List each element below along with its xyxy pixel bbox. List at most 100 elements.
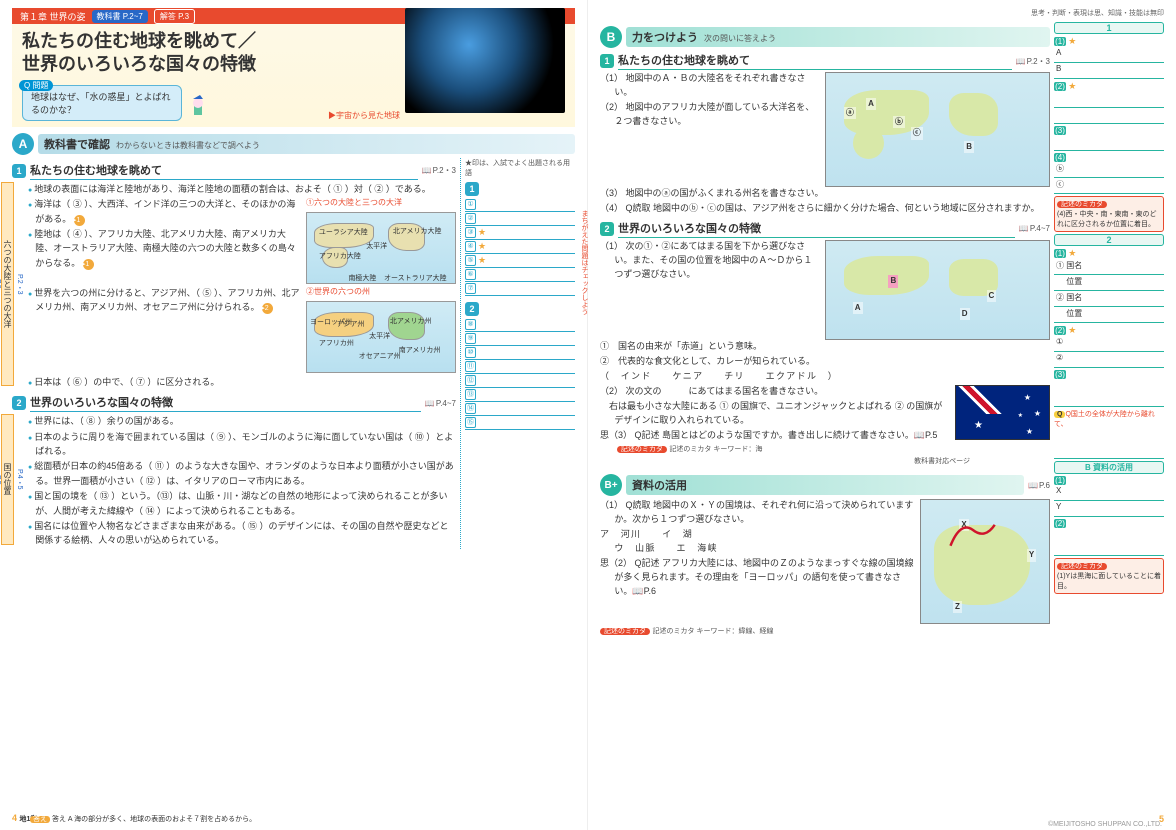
answer-line[interactable]: ② 国名 xyxy=(1054,291,1164,307)
answer-line[interactable]: ⑬ xyxy=(465,388,575,402)
body-text: 国と国の境を（ ⑬ ）という。（⑬）は、山脈・川・湖などの自然の地形によって決め… xyxy=(28,489,456,518)
body-text: 国名には位置や人物名などさまざまな由来がある。（ ⑮ ）のデザインには、その国の… xyxy=(28,519,456,548)
ans-header: ★印は、入試でよく出題される用語 xyxy=(465,158,575,178)
r-ans-item: (1) xyxy=(1054,476,1164,485)
answer-line[interactable]: ⓒ xyxy=(1054,178,1164,194)
ans-sec: 2 xyxy=(465,302,479,316)
answer-line[interactable]: ⑤★ xyxy=(465,254,575,268)
side-strip-2: P.4・5 国の位置 P.5 面積 P.6 国境 P.6・7 国名・国旗 xyxy=(12,414,24,549)
hint-text: QQ国土の全体が大陸から離れて、 xyxy=(1054,409,1164,429)
bp-questions: X Y Z （1） Q読取 地図中のＸ・Ｙの国境は、それぞれ何に沿って決められて… xyxy=(600,499,1050,638)
section-bp-header: B+ 資料の活用 P.6 xyxy=(600,474,1050,496)
q-tag: Q 問題 xyxy=(19,80,53,91)
answer-line[interactable]: ② xyxy=(1054,352,1164,368)
answer-line[interactable]: ② xyxy=(465,212,575,226)
section-b-title: 力をつけよう次の問いに答えよう xyxy=(626,27,1050,47)
sub1-num: 1 xyxy=(12,164,26,178)
r-ans-item: (4) xyxy=(1054,153,1164,162)
r-ans-sec-2: 2 xyxy=(1054,234,1164,246)
answer-line[interactable]: ⑦ xyxy=(465,282,575,296)
answer-line[interactable] xyxy=(1054,92,1164,108)
answer-line[interactable]: A xyxy=(1054,47,1164,63)
map2-title: ②世界の六つの州 xyxy=(306,286,456,299)
australia-flag: ★ ★ ★ ★ ★ xyxy=(955,385,1050,440)
answer-line[interactable]: ⑪ xyxy=(465,360,575,374)
answer-line[interactable]: 位置 xyxy=(1054,307,1164,323)
copyright: ©MEIJITOSHO SHUPPAN CO.,LTD. xyxy=(1048,821,1162,828)
r-ans-item: (1) ★ xyxy=(1054,248,1164,259)
content-1: 地球の表面には海洋と陸地があり、海洋と陸地の面積の割合は、およそ（ ① ）対（ … xyxy=(28,182,456,390)
answer-line[interactable]: ⑭ xyxy=(465,402,575,416)
side-ref: P.3 xyxy=(0,182,1,386)
ref-circle: ▶2 xyxy=(262,303,273,314)
answer-line[interactable]: ④★ xyxy=(465,240,575,254)
section-a-header: A 教科書で確認わからないときは教科書などで調べよう xyxy=(12,133,575,155)
answer-line[interactable]: ⓑ xyxy=(1054,162,1164,178)
body-text: 地球の表面には海洋と陸地があり、海洋と陸地の面積の割合は、およそ（ ① ）対（ … xyxy=(28,182,456,196)
answer-line[interactable] xyxy=(1054,108,1164,124)
body-text: 海洋は（ ③ ）、大西洋、インド洋の三つの大洋と、そのほかの海がある。 ▶1 xyxy=(28,197,302,226)
r-ans-item: (2) ★ xyxy=(1054,325,1164,336)
sub1-header: 1 私たちの住む地球を眺めて P.2・3 xyxy=(12,162,456,180)
sub2-num: 2 xyxy=(12,396,26,410)
ref-circle: ▶1 xyxy=(83,259,94,270)
body-text: 陸地は（ ④ ）、アフリカ大陸、北アメリカ大陸、南アメリカ大陸、オーストラリア大… xyxy=(28,227,302,270)
sub2-ref: P.4~7 xyxy=(425,399,456,408)
section-a-title: 教科書で確認わからないときは教科書などで調べよう xyxy=(38,134,575,154)
answer-line[interactable]: ① xyxy=(1054,336,1164,352)
side-ref: P.2・3 xyxy=(14,182,24,386)
section-b-circle: B xyxy=(600,26,622,48)
side-strip-1: P.2・3 六つの大陸と三つの大洋 P.3 世界の地域区分 xyxy=(12,182,24,390)
r-ans-sec-1: 1 xyxy=(1054,22,1164,34)
b1-questions: A B ⓐ ⓑ ⓒ （1） 地図中のＡ・Ｂの大陸名をそれぞれ書きなさい。 （2）… xyxy=(600,72,1050,216)
answer-line[interactable]: ③★ xyxy=(465,226,575,240)
ans-sec: 1 xyxy=(465,182,479,196)
textbook-ref: 教科書 P.2~7 xyxy=(92,10,148,23)
answer-line[interactable]: Y xyxy=(1054,501,1164,517)
page-right: 思考・判断・表現は思、知識・技能は無印 B 力をつけよう次の問いに答えよう 1 … xyxy=(588,0,1176,830)
sub2-header: 2 世界のいろいろな国々の特徴 P.4~7 xyxy=(12,394,456,412)
body-text: 世界には、（ ⑧ ）余りの国がある。 xyxy=(28,414,456,428)
b1-header: 1 私たちの住む地球を眺めて P.2・3 xyxy=(600,52,1050,70)
section-b-header: B 力をつけよう次の問いに答えよう xyxy=(600,26,1050,48)
notice-text: 思考・判断・表現は思、知識・技能は無印 xyxy=(600,8,1164,18)
europe-map: X Y Z xyxy=(920,499,1050,624)
answer-line[interactable] xyxy=(1054,135,1164,151)
answer-line[interactable]: ⑥ xyxy=(465,268,575,282)
body-text: 総面積が日本の約45倍ある（ ⑪ ）のような大きな国や、オランダのような日本より… xyxy=(28,459,456,488)
sub1-ref: P.2・3 xyxy=(422,165,456,176)
r-ans-sec-b: B 資料の活用 xyxy=(1054,461,1164,474)
hint-box: 記述のミカタ(4)西・中央・南・東南・東のどれに区分されるか位置に着目。 xyxy=(1054,196,1164,232)
answer-line[interactable]: ⑮ xyxy=(465,416,575,430)
answer-line[interactable]: ① xyxy=(465,198,575,212)
map1-title: ①六つの大陸と三つの大洋 xyxy=(306,197,456,210)
answer-line[interactable]: ⑧ xyxy=(465,318,575,332)
footer-answer: 答え 答え A 海の部分が多く、地球の表面のおよそ７割を占めるから。 xyxy=(30,814,256,824)
answer-line[interactable]: ① 国名 xyxy=(1054,259,1164,275)
answer-line[interactable]: ⑫ xyxy=(465,374,575,388)
b2-questions: A B C D （1） 次の①・②にあてはまる国を下から選びなさい。また、その国… xyxy=(600,240,1050,468)
r-ans-item: (3) xyxy=(1054,126,1164,135)
answer-line[interactable]: ⑨ xyxy=(465,332,575,346)
r-ans-item: (3) xyxy=(1054,370,1164,379)
content-2: 世界には、（ ⑧ ）余りの国がある。 日本のように周りを海で囲まれている国は（ … xyxy=(28,414,456,549)
choice-list: （ インド ケニア チリ エクアドル ） xyxy=(600,370,1050,384)
map-continents: ユーラシア大陸 太平洋 北アメリカ大陸 アフリカ大陸 南極大陸 オーストラリア大… xyxy=(306,212,456,284)
answer-line[interactable]: 位置 xyxy=(1054,275,1164,291)
hint-tag: 記述のミカタ xyxy=(600,628,650,635)
world-map-1: A B ⓐ ⓑ ⓒ xyxy=(825,72,1050,187)
body-text: 日本は（ ⑥ ）の中で、（ ⑦ ）に区分される。 xyxy=(28,375,456,389)
answer-line[interactable] xyxy=(1054,528,1164,556)
answer-line[interactable] xyxy=(1054,379,1164,407)
r-ans-item: (2) ★ xyxy=(1054,81,1164,92)
title-area: 私たちの住む地球を眺めて／世界のいろいろな国々の特徴 Q 問題 地球はなぜ、「水… xyxy=(12,24,575,127)
answer-line[interactable]: ⑩ xyxy=(465,346,575,360)
main-title: 私たちの住む地球を眺めて／世界のいろいろな国々の特徴 xyxy=(22,30,256,77)
answer-line[interactable]: B xyxy=(1054,63,1164,79)
answer-ref: 解答 P.3 xyxy=(154,9,195,24)
sub1-title: 私たちの住む地球を眺めて xyxy=(30,162,418,180)
hint-box: 記述のミカタ(1)Yは黒海に面していることに着目。 xyxy=(1054,558,1164,594)
body-text: 日本のように周りを海で囲まれている国は（ ⑨ ）、モンゴルのように海に面していな… xyxy=(28,430,456,459)
page-left: 第１章 世界の姿 教科書 P.2~7 解答 P.3 私たちの住む地球を眺めて／世… xyxy=(0,0,588,830)
answer-line[interactable]: X xyxy=(1054,485,1164,501)
